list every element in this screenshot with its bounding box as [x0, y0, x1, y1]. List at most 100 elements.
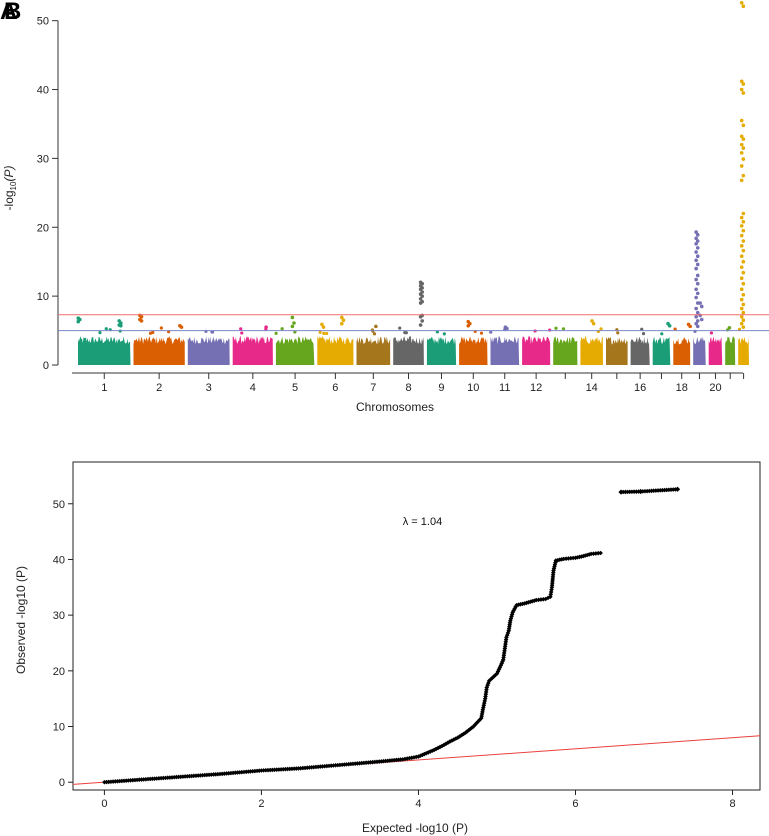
qq-point	[668, 487, 674, 492]
snp-point	[210, 330, 215, 334]
qq-point	[563, 556, 569, 561]
chromosome-3-baseline	[187, 336, 230, 365]
qq-point	[459, 732, 464, 738]
chromosome-9-baseline	[426, 336, 457, 365]
qq-plot: 0 2 4 6 8 0 10 20 30 40 50 λ = 1.04 Expected -log…	[14, 461, 761, 835]
snp-point	[709, 331, 714, 335]
qq-point	[198, 773, 203, 778]
qq-point	[502, 646, 508, 651]
chromosome-13-baseline	[553, 336, 578, 365]
snp-point	[104, 327, 108, 331]
peak-point	[179, 325, 184, 329]
qq-point	[655, 488, 661, 493]
qq-point	[642, 488, 648, 494]
qq-point	[283, 766, 288, 772]
chromosome-tick-label: 4	[250, 382, 256, 394]
peak-point	[418, 314, 423, 319]
qq-y-tick-label: 20	[53, 666, 65, 678]
manhattan-y-axis-label-subscript: 10	[9, 181, 18, 190]
qq-point	[466, 727, 472, 733]
qq-point	[137, 777, 142, 783]
peak-point	[741, 4, 746, 8]
qq-point	[449, 738, 455, 743]
qq-point	[445, 740, 451, 745]
qq-x-ticks: 0 2 4 6 8	[101, 790, 736, 810]
peak-point	[694, 277, 698, 282]
peak-point	[695, 246, 700, 250]
chromosome-tick-label: 11	[499, 382, 510, 394]
qq-point	[653, 488, 659, 493]
qq-point	[425, 750, 431, 755]
peak-point	[741, 281, 746, 286]
peak-point	[739, 79, 744, 84]
manhattan-y-tick-label: 50	[37, 16, 49, 28]
qq-point	[344, 762, 349, 767]
qq-point	[598, 550, 603, 556]
peak-point	[741, 310, 746, 315]
snp-point	[370, 328, 375, 332]
chromosome-6-baseline	[317, 336, 354, 365]
qq-point	[176, 774, 181, 780]
chromosome-tick-label: 6	[332, 382, 338, 394]
peak-point	[699, 304, 704, 309]
qq-point	[189, 773, 194, 779]
chromosome-8-baseline	[393, 336, 424, 365]
qq-point	[489, 675, 495, 681]
chromosome-tick-label: 2	[156, 382, 162, 394]
qq-y-tick-label: 10	[53, 722, 65, 734]
peak-point	[739, 134, 744, 139]
peak-point	[695, 254, 700, 258]
qq-point	[250, 768, 256, 774]
qq-point	[501, 655, 506, 660]
peak-point	[739, 233, 744, 238]
chromosome-14-baseline	[580, 336, 603, 365]
qq-point	[638, 488, 644, 495]
peak-point	[695, 310, 700, 315]
lambda-annotation: λ = 1.04	[403, 516, 442, 528]
qq-point	[464, 729, 470, 734]
qq-point	[503, 639, 509, 645]
qq-y-tick-label: 30	[53, 610, 65, 622]
peak-point	[418, 297, 423, 301]
qq-point	[359, 760, 365, 766]
snp-point	[435, 330, 439, 334]
qq-point	[154, 776, 160, 781]
qq-point	[494, 671, 500, 676]
qq-points	[102, 486, 681, 785]
qq-point	[256, 768, 262, 773]
qq-point	[178, 774, 184, 780]
snp-point	[404, 331, 408, 335]
qq-point	[664, 487, 670, 493]
manhattan-y-axis-label-prefix: -log	[2, 190, 16, 210]
peak-point	[741, 248, 746, 253]
qq-point	[187, 773, 192, 779]
snp-point	[398, 326, 402, 330]
qq-point	[366, 760, 371, 765]
peak-point	[695, 281, 700, 286]
qq-point	[291, 766, 297, 771]
peak-point	[741, 270, 746, 275]
qq-point	[481, 700, 487, 706]
peak-point	[340, 321, 344, 326]
chromosome-tick-label: 7	[370, 382, 376, 394]
chromosome-11-baseline	[490, 336, 520, 365]
qq-point	[551, 568, 556, 573]
peak-point	[290, 315, 295, 320]
qq-point	[145, 776, 151, 782]
manhattan-y-tick-label: 10	[37, 291, 49, 303]
peak-point	[694, 241, 698, 246]
qq-point	[195, 773, 201, 778]
peak-point	[418, 287, 423, 292]
snp-point	[98, 331, 102, 335]
chromosome-tick-label: 20	[709, 382, 721, 394]
snp-point	[660, 332, 664, 336]
snp-point	[159, 326, 163, 330]
peak-point	[688, 324, 692, 329]
chromosome-12-baseline	[522, 336, 551, 365]
qq-y-axis-label: Observed -log10 (P)	[14, 566, 28, 674]
qq-point	[477, 717, 483, 723]
snp-point	[274, 331, 278, 335]
manhattan-y-axis-label: -log10(P)	[2, 166, 18, 211]
snp-point	[599, 327, 603, 331]
chromosome-tick-label: 14	[586, 382, 598, 394]
